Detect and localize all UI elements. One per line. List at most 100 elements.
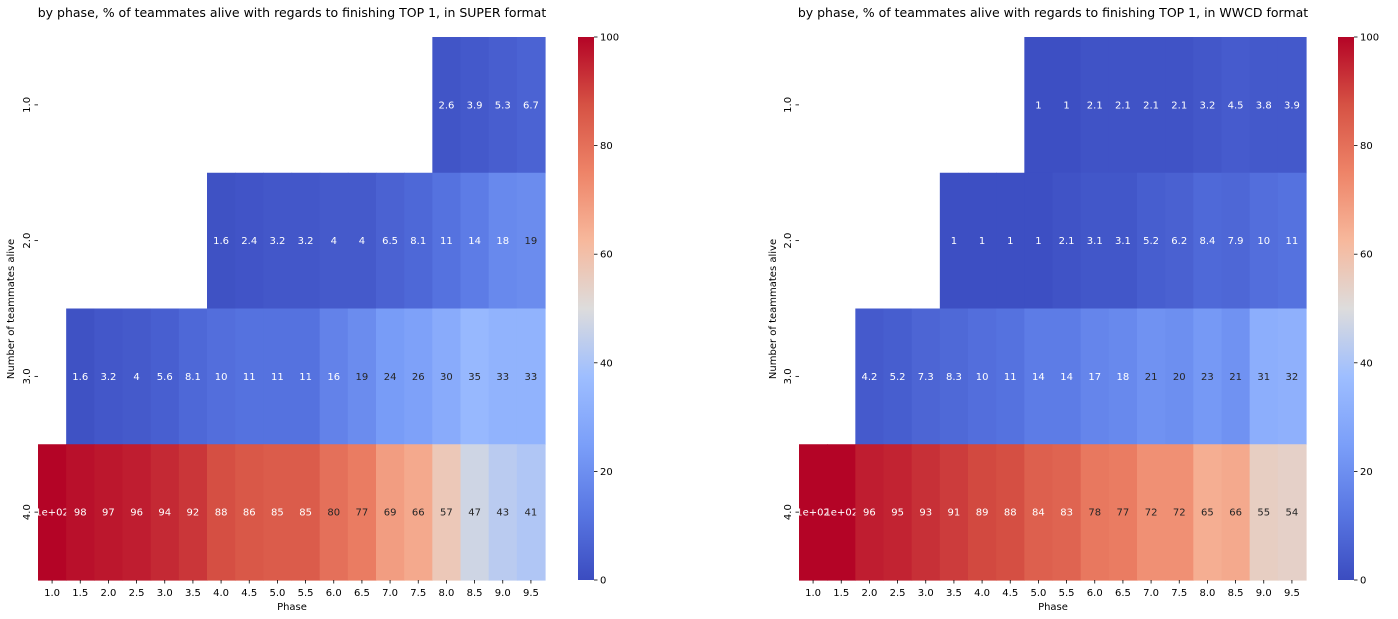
cell-value-label: 1: [1035, 236, 1041, 247]
heatmap-cell: [1137, 172, 1166, 310]
cell-value-label: 43: [496, 508, 509, 519]
heatmap-cell: [968, 444, 997, 581]
heatmap-cell: [1137, 308, 1166, 445]
cell-value-label: 18: [1117, 372, 1130, 383]
cell-value-label: 24: [384, 372, 397, 383]
colorbar-tick-label: 40: [1360, 358, 1373, 369]
heatmap-cell: [460, 37, 490, 174]
y-tick-labels: 1.0 2.0 3.0 4.0: [783, 97, 799, 520]
cell-value-label: 4.5: [1228, 100, 1244, 111]
heatmap-cell: [263, 444, 293, 581]
x-axis-label: Phase: [277, 602, 307, 613]
heatmap-cell: [66, 444, 95, 581]
x-tick-label: 6.0: [326, 588, 342, 599]
heatmap-cell: [883, 308, 913, 445]
cell-value-label: 93: [919, 508, 932, 519]
heatmap-cell: [1052, 37, 1082, 174]
cell-value-label: 16: [327, 372, 340, 383]
cell-value-label: 78: [1088, 508, 1101, 519]
x-tick-label: 1.5: [72, 588, 88, 599]
cell-value-label: 47: [468, 508, 481, 519]
y-tick-label: 1.0: [783, 97, 794, 113]
colorbar: [578, 37, 594, 580]
x-tick-label: 3.0: [918, 588, 934, 599]
heatmap-cell: [1080, 308, 1110, 445]
heatmap-cell: [1165, 172, 1194, 310]
heatmap-cell: [207, 444, 236, 581]
x-tick-label: 9.5: [523, 588, 539, 599]
x-tick-label: 8.0: [1199, 588, 1215, 599]
heatmap-cell: [1221, 37, 1251, 174]
cell-value-label: 8.3: [946, 372, 962, 383]
x-tick-label: 6.5: [354, 588, 370, 599]
heatmap-cell: [1052, 172, 1082, 310]
colorbar-tick-label: 80: [1360, 141, 1373, 152]
cell-value-label: 30: [440, 372, 453, 383]
heatmap-cell: [1221, 172, 1251, 310]
colorbar-tick-label: 60: [1360, 250, 1373, 261]
cell-value-label: 91: [948, 508, 961, 519]
x-tick-labels: 1.0 1.5 2.0 2.5 3.0 3.5 4.0 4.5 5.0 5.5 6.0 6.5 7.0 7…: [805, 580, 1300, 599]
heatmap-cell: [488, 444, 518, 581]
x-tick-label: 5.0: [269, 588, 285, 599]
heatmap-cell: [432, 308, 462, 445]
heatmap-cell: [1080, 172, 1110, 310]
heatmap-cell: [1137, 444, 1166, 581]
heatmap-cell: [1080, 444, 1110, 581]
cell-value-label: 11: [243, 372, 256, 383]
x-tick-label: 3.5: [946, 588, 962, 599]
cell-value-label: 2.6: [438, 100, 454, 111]
cell-value-label: 10: [1257, 236, 1270, 247]
heatmap-cell: [1024, 37, 1054, 174]
heatmap-cell: [376, 444, 405, 581]
x-tick-label: 7.0: [382, 588, 398, 599]
cell-value-label: 2.1: [1171, 100, 1187, 111]
cell-value-label: 96: [130, 508, 143, 519]
cell-value-label: 97: [102, 508, 115, 519]
heatmap-cell: [1052, 444, 1082, 581]
x-tick-label: 3.0: [157, 588, 173, 599]
heatmap-cell: [799, 444, 828, 581]
heatmap-cell: [460, 308, 490, 445]
heatmap-cell: [460, 172, 490, 310]
cell-value-label: 86: [243, 508, 256, 519]
heatmap-cell: [1165, 444, 1194, 581]
x-tick-label: 8.5: [1228, 588, 1244, 599]
heatmap-cell: [1277, 308, 1307, 445]
x-tick-label: 6.5: [1115, 588, 1131, 599]
heatmap-cell: [1193, 172, 1223, 310]
cell-value-label: 77: [1117, 508, 1130, 519]
heatmap-cell: [1193, 308, 1223, 445]
colorbar-tick-label: 100: [600, 33, 619, 44]
cell-value-label: 1: [1063, 100, 1069, 111]
cell-value-label: 1.6: [213, 236, 229, 247]
heatmap-cell: [827, 444, 856, 581]
heatmap-cell: [207, 172, 236, 310]
x-tick-label: 5.0: [1030, 588, 1046, 599]
cell-value-label: 72: [1173, 508, 1186, 519]
heatmap-cell: [1108, 37, 1138, 174]
cell-value-label: 33: [496, 372, 509, 383]
cell-value-label: 26: [412, 372, 425, 383]
x-tick-label: 4.5: [1002, 588, 1018, 599]
heatmap-cell: [94, 444, 124, 581]
heatmap-cell: [488, 37, 518, 174]
cell-value-label: 5.3: [495, 100, 511, 111]
cell-value-label: 83: [1060, 508, 1073, 519]
heatmap-cell: [291, 444, 321, 581]
cell-value-label: 31: [1257, 372, 1270, 383]
cell-value-label: 54: [1286, 508, 1299, 519]
heatmap-cell: [122, 308, 152, 445]
heatmap-cell: [150, 308, 180, 445]
cell-value-label: 2.1: [1059, 236, 1075, 247]
y-tick-label: 4.0: [22, 504, 33, 520]
colorbar-tick-label: 20: [600, 467, 613, 478]
cell-value-label: 6.2: [1171, 236, 1187, 247]
cell-value-label: 11: [271, 372, 284, 383]
x-tick-label: 7.5: [1171, 588, 1187, 599]
cell-value-label: 14: [468, 236, 481, 247]
heatmap-cell: [911, 444, 941, 581]
colorbar-tick-label: 0: [1360, 576, 1366, 587]
colorbar-tick-labels: 0 20 40 60 80 100: [1354, 33, 1379, 587]
